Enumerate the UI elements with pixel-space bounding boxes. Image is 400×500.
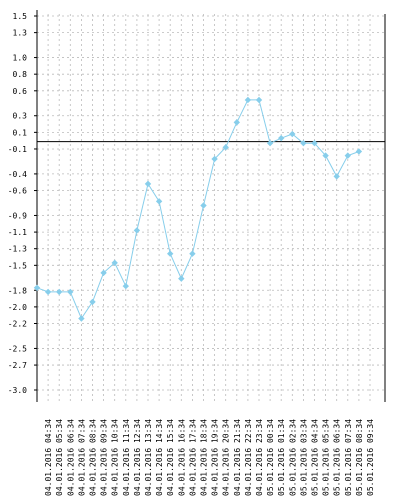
x-tick-label: 04.01.2016 06:34: [66, 419, 75, 496]
grid-lines: [37, 14, 385, 402]
x-tick-label: 04.01.2016 13:34: [144, 419, 153, 496]
data-point: [311, 139, 318, 147]
y-tick-label: 0.3: [13, 112, 28, 121]
data-point: [133, 227, 141, 234]
data-point: [355, 148, 363, 155]
x-tick-label: 04.01.2016 12:34: [133, 419, 142, 496]
y-tick-label: -0.6: [8, 187, 27, 196]
x-tick-label: 04.01.2016 15:34: [166, 419, 175, 496]
data-point: [233, 119, 240, 126]
x-tick-label: 04.01.2016 10:34: [111, 419, 120, 496]
data-point: [89, 298, 96, 306]
y-tick-label: -1.1: [8, 228, 27, 237]
x-tick-label: 05.01.2016 07:34: [344, 419, 353, 496]
data-point: [266, 139, 274, 147]
y-tick-label: 0.8: [13, 70, 28, 79]
x-tick-label: 05.01.2016 09:34: [366, 419, 375, 496]
data-point: [211, 155, 218, 163]
y-tick-label: 0.6: [13, 87, 28, 96]
y-tick-label: -2.7: [8, 361, 27, 370]
y-tick-label: -3.0: [8, 386, 27, 395]
y-tick-label: -0.9: [8, 211, 27, 220]
x-tick-label: 04.01.2016 05:34: [55, 419, 64, 496]
data-point: [255, 96, 263, 104]
x-tick-label: 04.01.2016 16:34: [177, 419, 186, 496]
x-tick-label: 04.01.2016 20:34: [222, 419, 231, 496]
data-point: [100, 269, 107, 277]
data-point: [322, 152, 329, 159]
data-point: [144, 180, 152, 188]
x-tick-label: 05.01.2016 02:34: [288, 419, 297, 496]
x-tick-label: 05.01.2016 06:34: [333, 419, 342, 496]
x-tick-label: 04.01.2016 04:34: [44, 419, 53, 496]
y-tick-label: 1.5: [13, 12, 28, 21]
y-tick-label: 1.0: [13, 54, 28, 63]
y-tick-label: -1.3: [8, 245, 27, 254]
data-point: [289, 130, 296, 138]
data-point: [155, 198, 163, 205]
y-tick-label: -0.4: [8, 170, 27, 179]
x-tick-label: 04.01.2016 23:34: [255, 419, 264, 496]
y-tick-label: -0.1: [8, 145, 27, 154]
x-tick-label: 04.01.2016 11:34: [122, 419, 131, 496]
y-tick-label: -2.2: [8, 320, 27, 329]
data-point: [333, 173, 340, 180]
x-tick-label: 05.01.2016 05:34: [322, 419, 331, 496]
x-tick-label: 04.01.2016 09:34: [100, 419, 109, 496]
y-tick-label: -1.5: [8, 261, 27, 270]
data-point: [189, 250, 196, 257]
data-point: [33, 284, 41, 291]
y-tick-label: 1.3: [13, 29, 28, 38]
x-tick-label: 05.01.2016 03:34: [299, 419, 308, 496]
y-tick-labels: 1.5 1.3 1.0 0.8 0.6 0.3 0.1 -0.1 -0.4 -0.6 -0.9 -1.…: [8, 12, 37, 395]
x-tick-label: 04.01.2016 17:34: [188, 419, 197, 496]
y-tick-label: -2.0: [8, 303, 27, 312]
y-tick-label: 0.1: [13, 128, 28, 137]
x-tick-labels: 04.01.2016 04:34 04.01.2016 05:34 04.01.20…: [44, 419, 375, 496]
x-tick-label: 05.01.2016 01:34: [277, 419, 286, 496]
data-point: [278, 134, 285, 142]
data-point: [111, 259, 118, 267]
data-point: [200, 202, 207, 209]
data-point: [56, 288, 63, 296]
data-point: [167, 250, 174, 257]
x-tick-label: 04.01.2016 08:34: [89, 419, 98, 496]
x-tick-label: 05.01.2016 08:34: [355, 419, 364, 496]
x-tick-label: 04.01.2016 14:34: [155, 419, 164, 496]
data-point: [344, 152, 351, 159]
data-point: [122, 282, 129, 290]
x-tick-label: 04.01.2016 07:34: [77, 419, 86, 496]
x-tick-label: 04.01.2016 18:34: [200, 419, 209, 496]
data-point: [178, 275, 185, 282]
axes: [36, 10, 386, 402]
x-tick-label: 04.01.2016 19:34: [211, 419, 220, 496]
data-point: [44, 288, 52, 296]
x-tick-label: 04.01.2016 21:34: [233, 419, 242, 496]
x-tick-label: 05.01.2016 04:34: [311, 419, 320, 496]
data-point: [67, 288, 74, 296]
y-tick-label: -1.8: [8, 286, 27, 295]
x-tick-label: 04.01.2016 22:34: [244, 419, 253, 496]
data-point: [244, 96, 252, 104]
data-point: [78, 315, 85, 322]
y-tick-label: -2.5: [8, 344, 27, 353]
data-points: [33, 96, 363, 322]
data-point: [300, 139, 307, 147]
x-tick-label: 05.01.2016 00:34: [266, 419, 275, 496]
data-point: [222, 144, 229, 151]
